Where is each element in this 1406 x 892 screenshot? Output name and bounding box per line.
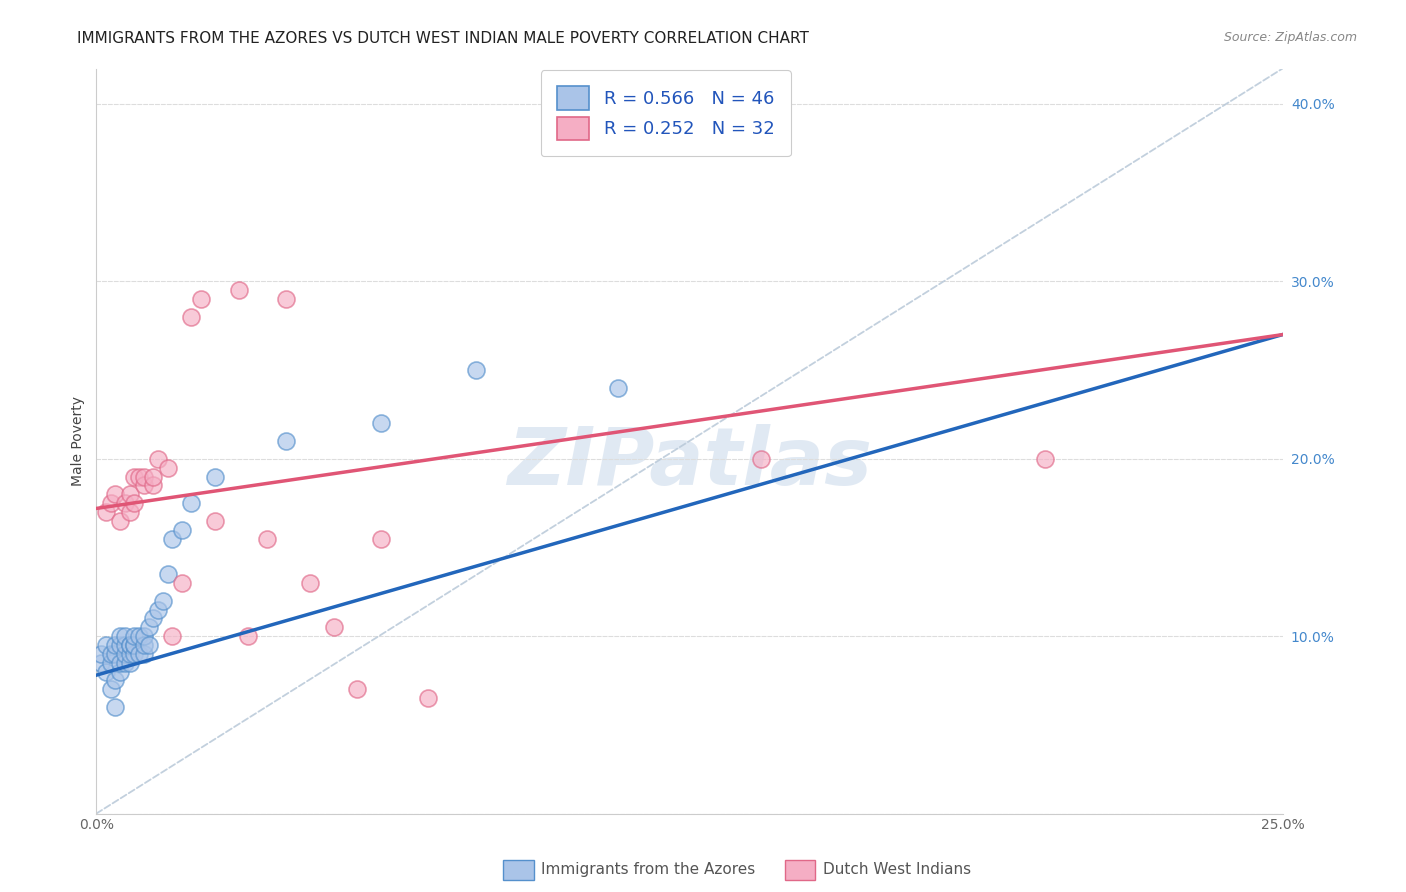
Point	[749, 451, 772, 466]
Point	[156, 460, 179, 475]
Text: IMMIGRANTS FROM THE AZORES VS DUTCH WEST INDIAN MALE POVERTY CORRELATION CHART: IMMIGRANTS FROM THE AZORES VS DUTCH WEST…	[77, 31, 810, 46]
Point	[100, 682, 122, 697]
Y-axis label: Male Poverty: Male Poverty	[72, 396, 86, 486]
Point	[204, 514, 226, 528]
Point	[162, 532, 184, 546]
Point	[118, 647, 141, 661]
Point	[108, 665, 131, 679]
Point	[132, 638, 155, 652]
Point	[1033, 451, 1056, 466]
Text: Dutch West Indians: Dutch West Indians	[823, 863, 970, 877]
Point	[100, 496, 122, 510]
Point	[138, 620, 160, 634]
Point	[152, 593, 174, 607]
Point	[108, 656, 131, 670]
Point	[132, 478, 155, 492]
Point	[132, 469, 155, 483]
Point	[156, 567, 179, 582]
Point	[104, 673, 127, 688]
Point	[228, 283, 250, 297]
Point	[146, 602, 169, 616]
Point	[114, 656, 136, 670]
Point	[276, 434, 298, 448]
Point	[132, 629, 155, 643]
Point	[94, 638, 117, 652]
Point	[256, 532, 278, 546]
Point	[94, 505, 117, 519]
Point	[138, 638, 160, 652]
Point	[100, 647, 122, 661]
Point	[104, 647, 127, 661]
Point	[114, 638, 136, 652]
Point	[104, 700, 127, 714]
Point	[124, 629, 146, 643]
Point	[114, 629, 136, 643]
Text: Source: ZipAtlas.com: Source: ZipAtlas.com	[1223, 31, 1357, 45]
Point	[108, 638, 131, 652]
Point	[104, 487, 127, 501]
Legend: R = 0.566   N = 46, R = 0.252   N = 32: R = 0.566 N = 46, R = 0.252 N = 32	[541, 70, 790, 156]
Point	[238, 629, 260, 643]
Point	[346, 682, 368, 697]
Point	[170, 523, 193, 537]
Point	[276, 292, 298, 306]
Point	[114, 647, 136, 661]
Point	[180, 310, 202, 324]
Point	[418, 691, 440, 706]
Point	[114, 496, 136, 510]
Text: Immigrants from the Azores: Immigrants from the Azores	[541, 863, 755, 877]
Point	[90, 656, 112, 670]
Point	[108, 514, 131, 528]
Point	[162, 629, 184, 643]
Point	[108, 629, 131, 643]
Point	[142, 469, 165, 483]
Point	[190, 292, 212, 306]
Point	[118, 656, 141, 670]
Point	[142, 478, 165, 492]
Point	[128, 469, 150, 483]
Point	[128, 647, 150, 661]
Text: ZIPatlas: ZIPatlas	[508, 425, 872, 502]
Point	[100, 656, 122, 670]
Point	[94, 665, 117, 679]
Point	[118, 487, 141, 501]
Point	[128, 629, 150, 643]
Point	[607, 381, 630, 395]
Point	[298, 576, 321, 591]
Point	[204, 469, 226, 483]
Point	[180, 496, 202, 510]
Point	[118, 638, 141, 652]
Point	[104, 638, 127, 652]
Point	[370, 417, 392, 431]
Point	[118, 638, 141, 652]
Point	[170, 576, 193, 591]
Point	[146, 451, 169, 466]
Point	[124, 638, 146, 652]
Point	[370, 532, 392, 546]
Point	[142, 611, 165, 625]
Point	[90, 647, 112, 661]
Point	[124, 638, 146, 652]
Point	[322, 620, 344, 634]
Point	[124, 647, 146, 661]
Point	[124, 469, 146, 483]
Point	[118, 505, 141, 519]
Point	[465, 363, 488, 377]
Point	[124, 496, 146, 510]
Point	[132, 647, 155, 661]
